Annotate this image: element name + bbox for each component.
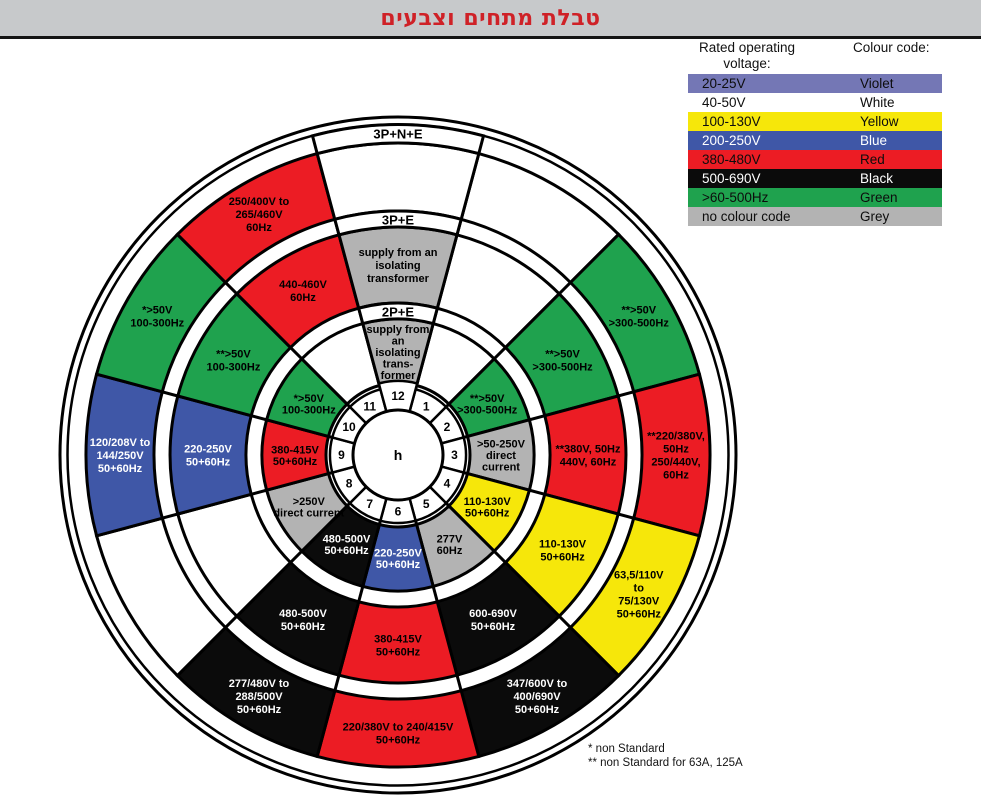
legend-row-black: 500-690V Black bbox=[688, 169, 942, 188]
sector-label-2P+E-h6: 220-250V 50+60Hz bbox=[374, 547, 422, 571]
legend-header-voltage-line2: voltage: bbox=[723, 56, 771, 71]
ring-label-3P+N+E: 3P+N+E bbox=[373, 127, 422, 142]
hour-number-9: 9 bbox=[338, 448, 345, 462]
sector-label-2P+E-h10: *>50V 100-300Hz bbox=[282, 393, 336, 417]
sector-label-2P+E-h4: 110-130V 50+60Hz bbox=[464, 496, 512, 520]
legend-row-white: 40-50V White bbox=[688, 93, 942, 112]
legend-row-violet: 20-25V Violet bbox=[688, 74, 942, 93]
legend-colour-label: Red bbox=[860, 152, 885, 167]
centre-label: h bbox=[394, 447, 403, 463]
sector-label-2P+E-h8: >250V direct current bbox=[273, 496, 344, 520]
hour-number-3: 3 bbox=[451, 448, 458, 462]
ring-label-2P+E: 2P+E bbox=[382, 305, 414, 320]
legend-row-grey: no colour code Grey bbox=[688, 207, 942, 226]
legend-voltage-label: 40-50V bbox=[702, 95, 746, 110]
legend-colour-label: White bbox=[860, 95, 895, 110]
hour-number-10: 10 bbox=[342, 420, 356, 434]
sector-label-3P+N+E-h4: 63,5/110V to 75/130V 50+60Hz bbox=[614, 570, 664, 621]
legend-colour-label: Green bbox=[860, 190, 898, 205]
legend-colour-label: Grey bbox=[860, 209, 890, 224]
wheel-centre-circle bbox=[351, 408, 445, 502]
sector-label-2P+E-h12: supply from an isolating trans-former bbox=[367, 324, 430, 382]
sector-label-3P+E-h12: supply from an isolating transformer bbox=[359, 247, 438, 285]
sector-label-2P+E-h5: 277V 60Hz bbox=[437, 534, 463, 558]
legend-colour-label: Violet bbox=[860, 76, 894, 91]
title-bar: טבלת מתחים וצבעים bbox=[0, 0, 981, 39]
sector-label-2P+E-h3: >50-250V direct current bbox=[477, 439, 526, 474]
legend-headers: Rated operating voltage: Colour code: bbox=[688, 40, 942, 74]
hour-number-1: 1 bbox=[423, 399, 430, 413]
legend-row-green: >60-500Hz Green bbox=[688, 188, 942, 207]
page-title: טבלת מתחים וצבעים bbox=[380, 5, 601, 31]
sector-label-3P+N+E-h11: 250/400V to 265/460V 60Hz bbox=[229, 196, 290, 234]
ring-label-3P+E: 3P+E bbox=[382, 213, 414, 228]
hour-number-2: 2 bbox=[444, 420, 451, 434]
legend-colour-label: Black bbox=[860, 171, 894, 186]
sector-label-3P+E-h5: 600-690V 50+60Hz bbox=[469, 608, 517, 633]
legend-colour-label: Blue bbox=[860, 133, 888, 148]
hour-number-7: 7 bbox=[366, 497, 373, 511]
sector-label-3P+N+E-h2: **>50V >300-500Hz bbox=[609, 305, 670, 330]
sector-label-3P+N+E-h10: *>50V 100-300Hz bbox=[130, 305, 184, 330]
sector-label-3P+E-h9: 220-250V 50+60Hz bbox=[184, 444, 232, 469]
legend-table: Rated operating voltage: Colour code: 20… bbox=[688, 40, 942, 226]
sector-label-3P+E-h4: 110-130V 50+60Hz bbox=[539, 539, 587, 564]
sector-label-3P+N+E-h9: 120/208V to 144/250V 50+60Hz bbox=[90, 437, 151, 475]
legend-row-red: 380-480V Red bbox=[688, 150, 942, 169]
legend-row-yellow: 100-130V Yellow bbox=[688, 112, 942, 131]
wheel-outer-circle-inner-line bbox=[66, 123, 730, 787]
sector-label-3P+E-h6: 380-415V 50+60Hz bbox=[374, 634, 422, 659]
legend-voltage-label: 380-480V bbox=[702, 152, 761, 167]
sector-label-3P+E-h7: 480-500V 50+60Hz bbox=[279, 608, 327, 633]
hour-number-5: 5 bbox=[423, 497, 430, 511]
sector-label-3P+N+E-h3: **220/380V, 50Hz 250/440V, 60Hz bbox=[647, 431, 705, 482]
ring-label-cell-2P+E bbox=[356, 301, 440, 326]
legend-row-blue: 200-250V Blue bbox=[688, 131, 942, 150]
sector-label-3P+E-h3: **380V, 50Hz 440V, 60Hz bbox=[555, 444, 621, 469]
sector-label-3P+N+E-h5: 347/600V to 400/690V 50+60Hz bbox=[507, 678, 568, 716]
legend-voltage-label: 500-690V bbox=[702, 171, 761, 186]
hour-number-8: 8 bbox=[346, 476, 353, 490]
sector-label-3P+E-h11: 440-460V 60Hz bbox=[279, 279, 327, 304]
sector-label-2P+E-h9: 380-415V 50+60Hz bbox=[271, 444, 319, 468]
sector-label-3P+E-h10: **>50V 100-300Hz bbox=[207, 349, 261, 374]
sector-label-3P+N+E-h6: 220/380V to 240/415V 50+60Hz bbox=[343, 722, 454, 747]
sector-label-2P+E-h2: **>50V >300-500Hz bbox=[457, 393, 518, 417]
footnotes: * non Standard ** non Standard for 63A, … bbox=[588, 742, 743, 770]
legend-voltage-label: no colour code bbox=[702, 209, 791, 224]
legend-voltage-label: 100-130V bbox=[702, 114, 761, 129]
sector-3P+N+E-h12 bbox=[315, 141, 481, 222]
legend-colour-label: Yellow bbox=[860, 114, 899, 129]
legend-voltage-label: 200-250V bbox=[702, 133, 761, 148]
hour-number-11: 11 bbox=[363, 399, 376, 413]
hour-number-6: 6 bbox=[395, 505, 402, 519]
sector-label-2P+E-h7: 480-500V 50+60Hz bbox=[323, 534, 371, 558]
legend-header-voltage: Rated operating voltage: bbox=[688, 40, 806, 72]
hour-number-12: 12 bbox=[391, 389, 405, 403]
legend-voltage-label: 20-25V bbox=[702, 76, 746, 91]
footnote-double-asterisk: ** non Standard for 63A, 125A bbox=[588, 757, 743, 769]
hour-number-4: 4 bbox=[444, 476, 451, 490]
ring-label-cell-3P+E bbox=[332, 209, 464, 237]
legend-header-voltage-line1: Rated operating bbox=[698, 40, 796, 55]
legend-header-colour: Colour code: bbox=[853, 40, 930, 55]
legend-voltage-label: >60-500Hz bbox=[702, 190, 769, 205]
sector-label-3P+N+E-h7: 277/480V to 288/500V 50+60Hz bbox=[229, 678, 290, 716]
footnote-single-asterisk: * non Standard bbox=[588, 743, 665, 755]
legend-rows: 20-25V Violet 40-50V White 100-130V Yellow 200… bbox=[688, 74, 942, 226]
sector-label-3P+E-h2: **>50V >300-500Hz bbox=[532, 349, 593, 374]
